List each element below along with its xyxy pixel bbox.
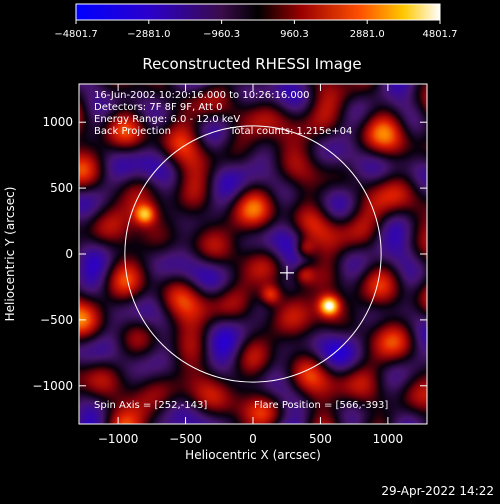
y-tick-label: 0 <box>65 247 73 261</box>
solar-limb-circle <box>124 125 382 383</box>
colorbar-tick-label: 960.3 <box>280 29 309 40</box>
x-tick-label: −500 <box>169 432 202 446</box>
spin-axis-marker <box>279 265 294 280</box>
colorbar <box>75 3 441 21</box>
x-axis-label: Heliocentric X (arcsec) <box>185 448 321 462</box>
flare-position-label: Flare Position = [566,-393] <box>254 400 388 411</box>
x-tick-label: 500 <box>309 432 332 446</box>
colorbar-tick-label: −2881.0 <box>127 29 170 40</box>
colorbar-tick-label: −960.3 <box>203 29 240 40</box>
annotation-detectors: Detectors: 7F 8F 9F, Att 0 <box>94 102 222 113</box>
annotation-time-range: 16-Jun-2002 10:20:16.000 to 10:26:16.000 <box>94 90 310 101</box>
x-tick-label: 1000 <box>373 432 404 446</box>
x-tick-label: 0 <box>249 432 257 446</box>
y-tick-label: −500 <box>40 313 73 327</box>
y-axis-label: Heliocentric Y (arcsec) <box>3 187 17 322</box>
heatmap-image <box>79 84 427 424</box>
y-axis-ticks: −1000 −500 0 500 1000 <box>32 115 427 393</box>
y-tick-label: 500 <box>50 181 73 195</box>
footer-timestamp: 29-Apr-2022 14:22 <box>381 484 494 498</box>
colorbar-ticks: −4801.7 −2881.0 −960.3 960.3 2881.0 4801.7 <box>54 20 458 40</box>
annotation-method: Back Projection <box>94 126 171 137</box>
annotation-total-counts: Total counts: 1.215e+04 <box>229 126 352 137</box>
colorbar-tick-label: 4801.7 <box>423 29 458 40</box>
spin-axis-label: Spin Axis = [252,-143] <box>94 400 207 411</box>
colorbar-tick-label: 2881.0 <box>350 29 385 40</box>
y-tick-label: −1000 <box>32 379 73 393</box>
annotation-energy-range: Energy Range: 6.0 - 12.0 keV <box>94 114 240 125</box>
colorbar-tick-label: −4801.7 <box>54 29 97 40</box>
chart-title: Reconstructed RHESSI Image <box>142 55 361 73</box>
y-tick-label: 1000 <box>42 115 73 129</box>
x-axis-ticks: −1000 −500 0 500 1000 <box>98 84 403 446</box>
x-tick-label: −1000 <box>98 432 139 446</box>
